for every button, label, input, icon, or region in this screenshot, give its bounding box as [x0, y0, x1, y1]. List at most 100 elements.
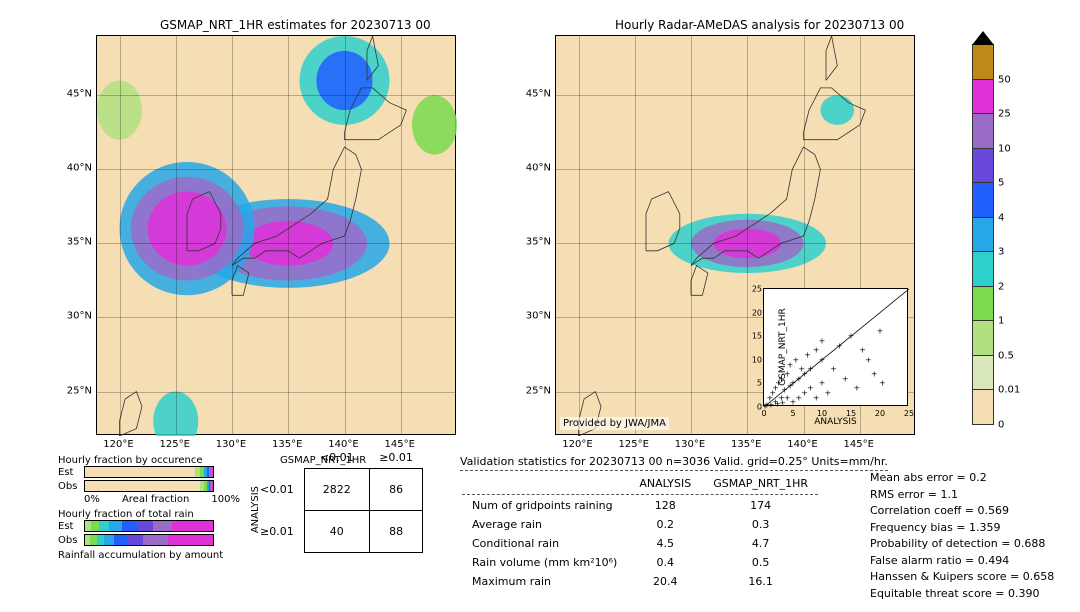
inset-ytick: 15 — [746, 332, 762, 341]
colorbar-top-arrow — [972, 31, 994, 45]
bar-segment — [109, 521, 122, 531]
colorbar-tick: 5 — [998, 178, 1004, 189]
bar-segment — [153, 521, 172, 531]
inset-xtick: 10 — [817, 409, 827, 418]
scatter-point: + — [813, 393, 820, 402]
fraction-bars: Hourly fraction by occurence Est Obs 0% … — [58, 455, 238, 561]
val-a: 20.4 — [629, 573, 701, 590]
scatter-point: + — [819, 355, 826, 364]
bar-segment — [91, 521, 99, 531]
right-map: Provided by JWA/JMA ++++++++++++++++++++… — [555, 35, 915, 435]
total-rain-title: Hourly fraction of total rain — [58, 509, 238, 520]
metric-row: Mean abs error = 0.2 — [870, 470, 1054, 487]
conf-row-1: ≥0.01 — [250, 510, 304, 552]
scatter-point: + — [836, 341, 843, 350]
metric-row: Correlation coeff = 0.569 — [870, 503, 1054, 520]
xtick: 135°E — [731, 439, 761, 450]
colorbar: 00.010.512345102550 — [972, 45, 994, 425]
colorbar-tick: 0.5 — [998, 350, 1014, 361]
scatter-point: + — [859, 346, 866, 355]
inset-ytick: 10 — [746, 355, 762, 364]
val-a: 128 — [629, 497, 701, 514]
xtick: 120°E — [103, 439, 133, 450]
bar-segment — [85, 467, 195, 477]
scatter-point: + — [830, 365, 837, 374]
scatter-point: + — [871, 369, 878, 378]
xtick: 125°E — [160, 439, 190, 450]
bar-segment — [137, 521, 152, 531]
scatter-point: + — [819, 379, 826, 388]
scatter-point: + — [819, 336, 826, 345]
right-map-title: Hourly Radar-AMeDAS analysis for 2023071… — [615, 18, 904, 32]
scatter-point: + — [824, 388, 831, 397]
ytick: 40°N — [58, 163, 92, 174]
metric-row: Probability of detection = 0.688 — [870, 536, 1054, 553]
xtick: 145°E — [844, 439, 874, 450]
colorbar-segment — [972, 217, 994, 253]
inset-xtick: 0 — [761, 409, 766, 418]
ytick: 25°N — [517, 385, 551, 396]
colorbar-segment — [972, 251, 994, 287]
axis-100pct: 100% — [211, 494, 240, 505]
inset-xtick: 20 — [875, 409, 885, 418]
ytick: 45°N — [58, 89, 92, 100]
bar-segment — [212, 467, 213, 477]
xtick: 130°E — [675, 439, 705, 450]
colorbar-tick: 3 — [998, 247, 1004, 258]
bar-segment — [99, 521, 109, 531]
conf-00: 2822 — [304, 468, 369, 510]
conf-11: 88 — [369, 510, 423, 552]
metric-row: Hanssen & Kuipers score = 0.658 — [870, 569, 1054, 586]
val-row-label: Average rain — [462, 516, 627, 533]
ytick: 25°N — [58, 385, 92, 396]
colorbar-tick: 1 — [998, 316, 1004, 327]
xtick: 145°E — [385, 439, 415, 450]
colorbar-tick: 0.01 — [998, 385, 1020, 396]
accum-title: Rainfall accumulation by amount — [58, 550, 238, 561]
conf-10: 40 — [304, 510, 369, 552]
colorbar-tick: 4 — [998, 212, 1004, 223]
val-a: 4.5 — [629, 535, 701, 552]
metrics-block: Mean abs error = 0.2RMS error = 1.1Corre… — [870, 470, 1054, 602]
colorbar-tick: 50 — [998, 74, 1011, 85]
colorbar-tick: 0 — [998, 420, 1004, 431]
bar-segment — [168, 535, 213, 545]
colorbar-tick: 10 — [998, 143, 1011, 154]
scatter-point: + — [842, 374, 849, 383]
colorbar-tick: 2 — [998, 281, 1004, 292]
scatter-point: + — [807, 365, 814, 374]
colorbar-segment — [972, 44, 994, 80]
inset-xlabel: ANALYSIS — [814, 417, 856, 427]
left-map — [96, 35, 456, 435]
ytick: 35°N — [517, 237, 551, 248]
metric-row: Frequency bias = 1.359 — [870, 520, 1054, 537]
xtick: 140°E — [787, 439, 817, 450]
est-label-2: Est — [58, 521, 84, 532]
val-row-label: Conditional rain — [462, 535, 627, 552]
metric-row: Equitable threat score = 0.390 — [870, 586, 1054, 603]
val-b: 4.7 — [703, 535, 818, 552]
ytick: 35°N — [58, 237, 92, 248]
axis-mid: Areal fraction — [122, 494, 189, 505]
est-label-1: Est — [58, 467, 84, 478]
inset-ylabel: GSMAP_NRT_1HR — [778, 308, 788, 386]
inset-ytick: 20 — [746, 308, 762, 317]
scatter-point: + — [877, 327, 884, 336]
bar-segment — [104, 535, 114, 545]
val-col-b: GSMAP_NRT_1HR — [703, 475, 818, 492]
inset-xtick: 25 — [904, 409, 914, 418]
val-b: 174 — [703, 497, 818, 514]
metric-row: False alarm ratio = 0.494 — [870, 553, 1054, 570]
inset-xtick: 15 — [846, 409, 856, 418]
scatter-inset: ++++++++++++++++++++++++++++++++++++++++… — [763, 288, 908, 406]
colorbar-segment — [972, 355, 994, 391]
colorbar-segment — [972, 286, 994, 322]
colorbar-segment — [972, 113, 994, 149]
val-row-label: Maximum rain — [462, 573, 627, 590]
validation-title: Validation statistics for 20230713 00 n=… — [460, 455, 888, 468]
occurrence-title: Hourly fraction by occurence — [58, 455, 238, 466]
bar-segment — [143, 535, 169, 545]
xtick: 130°E — [216, 439, 246, 450]
xtick: 125°E — [619, 439, 649, 450]
val-a: 0.4 — [629, 554, 701, 571]
